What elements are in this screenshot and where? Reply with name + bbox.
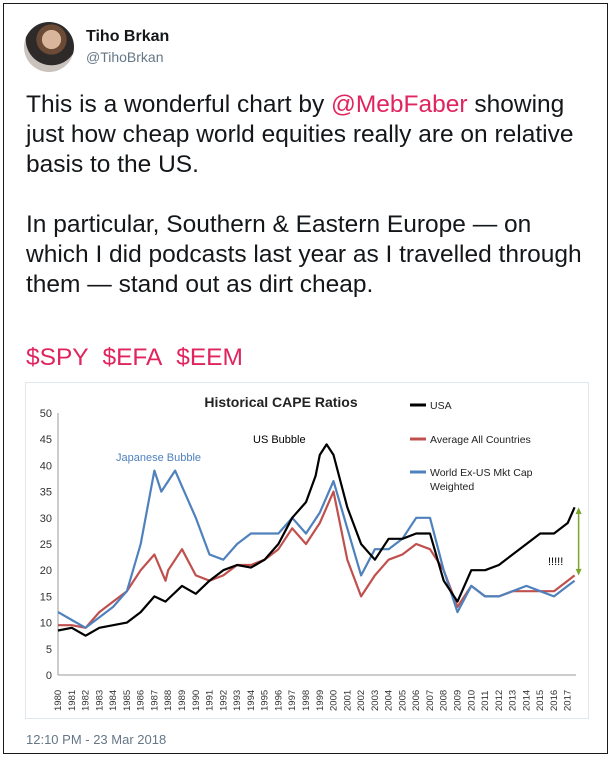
x-tick-label: 2015 <box>535 690 546 711</box>
x-tick-label: 2003 <box>370 690 381 711</box>
x-axis-ticks: 1980 1981 1982 1983 1984 1985 1986 1987 1988 1989… <box>53 690 574 711</box>
x-tick-label: 1984 <box>108 690 119 711</box>
author-handle[interactable]: @TihoBrkan <box>86 49 164 65</box>
x-tick-label: 1986 <box>136 690 147 711</box>
author-name[interactable]: Tiho Brkan <box>86 28 170 45</box>
series-line-0 <box>57 443 576 637</box>
x-tick-label: 2008 <box>439 690 450 711</box>
x-tick-label: 2007 <box>425 690 436 711</box>
tweet-paragraph-1: This is a wonderful chart by @MebFaber s… <box>26 90 596 180</box>
x-tick-label: 1992 <box>218 690 229 711</box>
x-tick-label: 1995 <box>260 690 271 711</box>
x-tick-label: 2005 <box>397 690 408 711</box>
y-tick-label: 0 <box>46 670 52 682</box>
legend-label: USA <box>430 400 452 412</box>
cape-chart: Historical CAPE Ratios 0 5 10 15 20 25 30 35 40 4… <box>40 394 582 711</box>
legend: USA Average All Countries World Ex-US Mkt … <box>410 400 533 493</box>
chart-annotation: Japanese Bubble <box>116 452 201 464</box>
x-tick-label: 1991 <box>205 690 216 711</box>
x-tick-label: 2004 <box>384 690 395 711</box>
x-tick-label: 1999 <box>315 690 326 711</box>
tweet-text-part: This is a wonderful chart by <box>26 91 332 118</box>
cashtag-link[interactable]: $EFA <box>102 344 163 371</box>
y-tick-label: 35 <box>40 487 52 499</box>
gap-arrow-head-down <box>575 568 582 576</box>
x-tick-label: 2016 <box>549 690 560 711</box>
x-tick-label: 2006 <box>411 690 422 711</box>
x-tick-label: 2010 <box>466 690 477 711</box>
avatar[interactable] <box>24 22 74 72</box>
legend-label: World Ex-US Mkt Cap Weighted <box>430 467 533 493</box>
legend-label: Average All Countries <box>430 434 531 446</box>
chart-annotation: !!!!! <box>548 556 563 568</box>
cashtag-list: $SPY $EFA $EEM <box>26 344 250 372</box>
y-tick-label: 45 <box>40 434 52 446</box>
x-tick-label: 1997 <box>287 690 298 711</box>
series-line-2 <box>57 469 576 629</box>
tweet-text-part: showing just how cheap world equities re… <box>26 91 574 178</box>
y-tick-label: 10 <box>40 618 52 630</box>
x-tick-label: 2000 <box>329 690 340 711</box>
x-tick-label: 1981 <box>67 690 78 711</box>
x-tick-label: 1996 <box>273 690 284 711</box>
y-tick-label: 30 <box>40 513 52 525</box>
y-axis-ticks: 0 5 10 15 20 25 30 35 40 45 50 <box>40 408 52 682</box>
author-block: Tiho Brkan @TihoBrkan <box>86 27 169 67</box>
x-tick-label: 2013 <box>508 690 519 711</box>
y-tick-label: 15 <box>40 591 52 603</box>
x-tick-label: 1998 <box>301 690 312 711</box>
x-tick-label: 2014 <box>521 690 532 711</box>
cashtag-link[interactable]: $EEM <box>176 344 243 371</box>
y-tick-label: 20 <box>40 565 52 577</box>
x-tick-label: 1993 <box>232 690 243 711</box>
chart-title: Historical CAPE Ratios <box>204 394 357 410</box>
x-tick-label: 1990 <box>191 690 202 711</box>
x-tick-label: 1989 <box>177 690 188 711</box>
x-tick-label: 1980 <box>53 690 64 711</box>
y-tick-label: 25 <box>40 539 52 551</box>
x-tick-label: 2017 <box>563 690 574 711</box>
x-tick-label: 1994 <box>246 690 257 711</box>
grid <box>57 413 576 676</box>
x-tick-label: 1982 <box>81 690 92 711</box>
x-tick-label: 2002 <box>356 690 367 711</box>
tweet-card: Tiho Brkan @TihoBrkan This is a wonderfu… <box>3 3 608 754</box>
x-tick-label: 1983 <box>94 690 105 711</box>
tweet-timestamp[interactable]: 12:10 PM - 23 Mar 2018 <box>26 732 167 747</box>
cashtag-link[interactable]: $SPY <box>26 344 89 371</box>
tweet-text: This is a wonderful chart by @MebFaber s… <box>26 90 596 330</box>
y-tick-label: 5 <box>46 644 52 656</box>
x-tick-label: 1985 <box>122 690 133 711</box>
tweet-paragraph-2: In particular, Southern & Eastern Europe… <box>26 211 582 298</box>
x-tick-label: 1987 <box>149 690 160 711</box>
x-tick-label: 1988 <box>163 690 174 711</box>
y-tick-label: 50 <box>40 408 52 420</box>
chart-image[interactable]: Historical CAPE Ratios 0 5 10 15 20 25 30 35 40 4… <box>25 382 589 719</box>
y-tick-label: 40 <box>40 460 52 472</box>
tweet-header: Tiho Brkan @TihoBrkan <box>24 22 169 72</box>
series-lines <box>57 443 576 637</box>
mention-link[interactable]: @MebFaber <box>331 91 468 118</box>
gap-arrow-head-up <box>575 507 582 514</box>
x-tick-label: 2001 <box>342 690 353 711</box>
chart-annotation: US Bubble <box>253 434 306 446</box>
x-tick-label: 2012 <box>494 690 505 711</box>
x-tick-label: 2009 <box>453 690 464 711</box>
x-tick-label: 2011 <box>480 691 491 711</box>
annotations: Japanese Bubble US Bubble!!!!! <box>116 434 582 576</box>
